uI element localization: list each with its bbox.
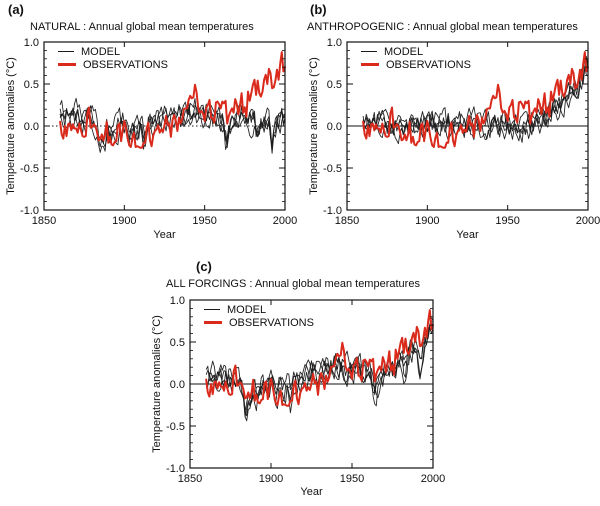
x-tick-label: 2000 xyxy=(421,473,445,485)
x-axis-title-c: Year xyxy=(300,486,323,498)
legend-label-observations: OBSERVATIONS xyxy=(386,58,471,71)
y-tick-label: -1.0 xyxy=(323,205,342,217)
y-tick-label: 0.5 xyxy=(327,79,342,91)
legend-entry-observations: OBSERVATIONS xyxy=(361,58,471,71)
panel-letter-a: (a) xyxy=(8,2,24,17)
legend-entry-model: MODEL xyxy=(361,45,471,58)
legend-a: MODEL OBSERVATIONS xyxy=(58,45,168,71)
legend-entry-observations: OBSERVATIONS xyxy=(204,316,314,329)
y-tick-label: 0.0 xyxy=(24,121,39,133)
model-ensemble-line xyxy=(59,101,286,150)
x-tick-label: 1850 xyxy=(335,215,359,227)
legend-label-observations: OBSERVATIONS xyxy=(229,316,314,329)
x-tick-label: 1950 xyxy=(495,215,519,227)
panel-title-b: ANTHROPOGENIC : Annual global mean tempe… xyxy=(307,21,578,33)
observations-line-swatch xyxy=(361,63,379,66)
panel-letter-b: (b) xyxy=(310,2,327,17)
y-tick-label: 0.5 xyxy=(24,79,39,91)
observations-line xyxy=(205,309,434,407)
legend-entry-model: MODEL xyxy=(204,303,314,316)
x-tick-label: 1850 xyxy=(178,473,202,485)
observations-line-swatch xyxy=(58,63,76,66)
x-axis-title-a: Year xyxy=(153,229,176,241)
panel-title-c: ALL FORCINGS : Annual global mean temper… xyxy=(166,278,420,290)
y-tick-label: 0.0 xyxy=(170,379,185,391)
model-ensemble-line xyxy=(205,327,434,417)
panel-title-a: NATURAL : Annual global mean temperature… xyxy=(30,21,254,33)
panel-letter-c: (c) xyxy=(196,259,212,274)
model-ensemble-line xyxy=(205,314,434,422)
y-tick-label: -0.5 xyxy=(166,421,185,433)
y-tick-label: -0.5 xyxy=(20,163,39,175)
model-line-swatch xyxy=(204,309,220,310)
y-tick-label: 1.0 xyxy=(170,295,185,307)
observations-line-swatch xyxy=(204,321,222,324)
observations-line xyxy=(362,51,589,149)
x-tick-label: 2000 xyxy=(273,215,297,227)
x-tick-label: 2000 xyxy=(576,215,600,227)
y-tick-label: -0.5 xyxy=(323,163,342,175)
model-line-swatch xyxy=(58,51,74,52)
y-tick-label: 1.0 xyxy=(327,37,342,49)
model-line-swatch xyxy=(361,51,377,52)
model-ensemble-line xyxy=(205,322,434,414)
y-tick-label: -1.0 xyxy=(20,205,39,217)
x-tick-label: 1950 xyxy=(192,215,216,227)
x-axis-title-b: Year xyxy=(456,229,479,241)
legend-label-model: MODEL xyxy=(81,45,121,58)
legend-entry-observations: OBSERVATIONS xyxy=(58,58,168,71)
legend-entry-model: MODEL xyxy=(58,45,168,58)
legend-b: MODEL OBSERVATIONS xyxy=(361,45,471,71)
y-tick-label: 1.0 xyxy=(24,37,39,49)
legend-label-model: MODEL xyxy=(384,45,424,58)
y-tick-label: 0.5 xyxy=(170,337,185,349)
x-tick-label: 1900 xyxy=(415,215,439,227)
x-tick-label: 1850 xyxy=(32,215,56,227)
y-tick-label: -1.0 xyxy=(166,463,185,475)
observations-line xyxy=(59,51,286,149)
y-tick-label: 0.0 xyxy=(327,121,342,133)
legend-label-model: MODEL xyxy=(227,303,267,316)
x-tick-label: 1900 xyxy=(259,473,283,485)
legend-label-observations: OBSERVATIONS xyxy=(83,58,168,71)
legend-c: MODEL OBSERVATIONS xyxy=(204,303,314,329)
x-tick-label: 1900 xyxy=(112,215,136,227)
x-tick-label: 1950 xyxy=(340,473,364,485)
